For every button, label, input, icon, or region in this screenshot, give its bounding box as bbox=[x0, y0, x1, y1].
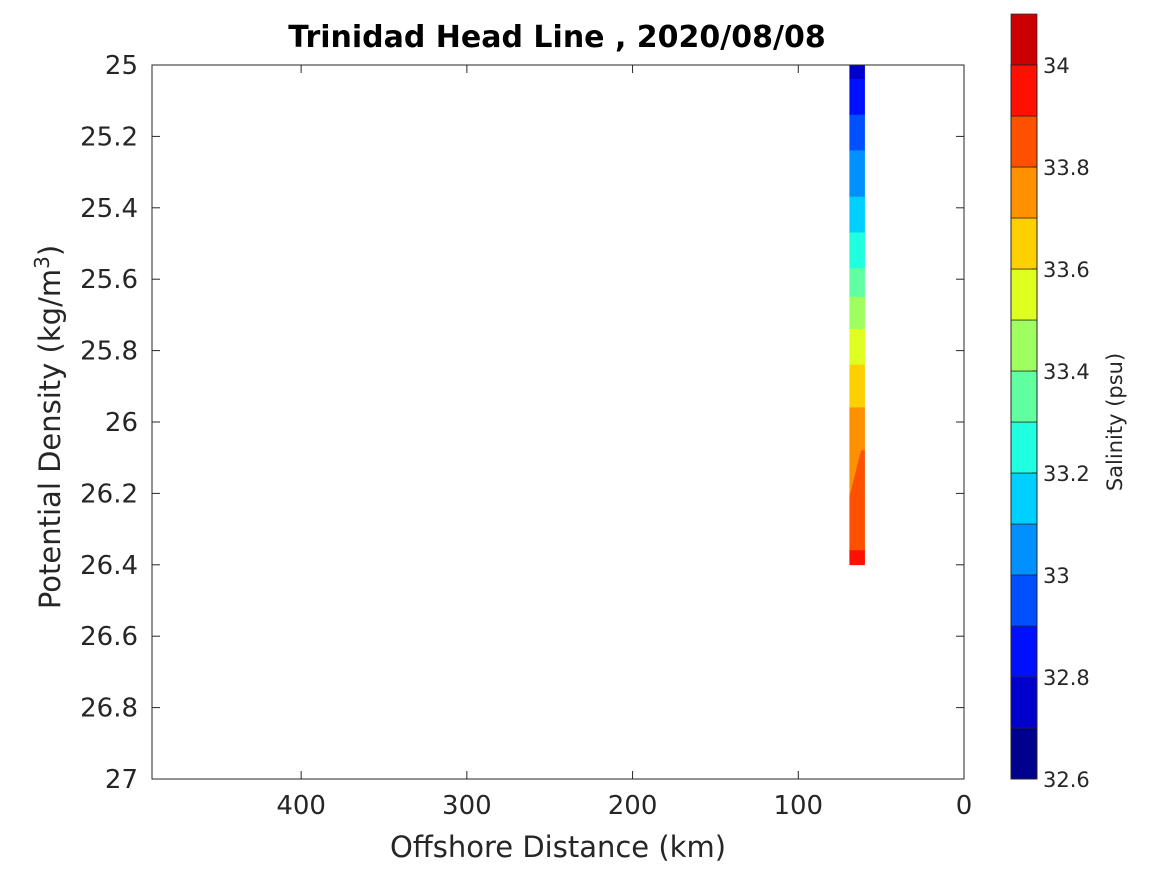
x-tick-label: 400 bbox=[276, 791, 326, 821]
y-tick-label: 26 bbox=[105, 408, 138, 438]
plot-background bbox=[152, 65, 964, 779]
colorbar-tick-label: 32.8 bbox=[1043, 666, 1090, 690]
colorbar-segment bbox=[1010, 472, 1038, 525]
plot-area: 400 300 200 100 0 25 25.2 25.4 25.6 25.8 26 26.2 26… bbox=[80, 51, 972, 821]
salinity-band bbox=[849, 79, 865, 116]
y-axis-label-main: Potential Density (kg/m bbox=[33, 269, 67, 609]
y-axis-label-superscript: 3 bbox=[30, 256, 54, 269]
salinity-band bbox=[849, 268, 865, 298]
colorbar-segment bbox=[1010, 676, 1038, 729]
colorbar-segment bbox=[1010, 13, 1038, 66]
x-axis-ticks: 400 300 200 100 0 bbox=[276, 65, 972, 821]
colorbar-label: Salinity (psu) bbox=[1103, 353, 1127, 491]
colorbar-segment bbox=[1010, 727, 1038, 780]
x-tick-label: 300 bbox=[442, 791, 492, 821]
chart-title: Trinidad Head Line , 2020/08/08 bbox=[288, 20, 825, 55]
colorbar-tick-label: 33.2 bbox=[1043, 462, 1090, 486]
colorbar-segment bbox=[1010, 370, 1038, 423]
colorbar-segment bbox=[1010, 166, 1038, 219]
colorbar-frame bbox=[1010, 64, 1038, 780]
colorbar-segments bbox=[1010, 13, 1038, 780]
colorbar-tick-label: 32.6 bbox=[1043, 768, 1090, 792]
y-tick-label: 25.8 bbox=[80, 337, 138, 367]
colorbar-tick-label: 33 bbox=[1043, 564, 1070, 588]
y-axis-label: Potential Density (kg/m3) bbox=[30, 245, 67, 609]
y-tick-label: 26.8 bbox=[80, 694, 138, 724]
colorbar-segment bbox=[1010, 625, 1038, 678]
salinity-band bbox=[849, 114, 865, 151]
y-tick-label: 25 bbox=[105, 51, 138, 81]
y-tick-label: 27 bbox=[105, 765, 138, 795]
salinity-band bbox=[849, 232, 865, 269]
y-tick-label: 25.2 bbox=[80, 122, 138, 152]
x-tick-label: 0 bbox=[956, 791, 973, 821]
colorbar-segment bbox=[1010, 574, 1038, 627]
y-tick-label: 25.4 bbox=[80, 194, 138, 224]
colorbar-segment bbox=[1010, 523, 1038, 576]
colorbar-tick-label: 33.4 bbox=[1043, 360, 1090, 384]
colorbar: 32.6 32.8 33 33.2 33.4 33.6 33.8 34 bbox=[1010, 13, 1090, 792]
salinity-band bbox=[849, 550, 865, 566]
colorbar-tick-label: 33.8 bbox=[1043, 156, 1090, 180]
salinity-band bbox=[849, 364, 865, 409]
salinity-band bbox=[849, 150, 865, 198]
y-tick-label: 25.6 bbox=[80, 265, 138, 295]
y-tick-label: 26.2 bbox=[80, 479, 138, 509]
colorbar-segment bbox=[1010, 217, 1038, 270]
x-tick-label: 100 bbox=[773, 791, 823, 821]
salinity-profile bbox=[849, 64, 865, 566]
salinity-band bbox=[849, 196, 865, 234]
y-tick-label: 26.6 bbox=[80, 622, 138, 652]
colorbar-segment bbox=[1010, 64, 1038, 117]
colorbar-segment bbox=[1010, 268, 1038, 321]
colorbar-ticks: 32.6 32.8 33 33.2 33.4 33.6 33.8 34 bbox=[1032, 54, 1090, 792]
colorbar-tick-label: 34 bbox=[1043, 54, 1070, 78]
colorbar-segment bbox=[1010, 319, 1038, 372]
colorbar-segment bbox=[1010, 115, 1038, 168]
salinity-band bbox=[849, 328, 865, 366]
colorbar-tick-label: 33.6 bbox=[1043, 258, 1090, 282]
salinity-band bbox=[849, 296, 865, 330]
y-axis-label-close: ) bbox=[33, 245, 67, 256]
salinity-band bbox=[849, 64, 865, 80]
colorbar-segment bbox=[1010, 421, 1038, 474]
y-tick-label: 26.4 bbox=[80, 551, 138, 581]
y-axis-ticks: 25 25.2 25.4 25.6 25.8 26 26.2 26.4 26.6 26.8 27 bbox=[80, 51, 964, 795]
x-axis-label: Offshore Distance (km) bbox=[390, 830, 726, 864]
x-tick-label: 200 bbox=[608, 791, 658, 821]
